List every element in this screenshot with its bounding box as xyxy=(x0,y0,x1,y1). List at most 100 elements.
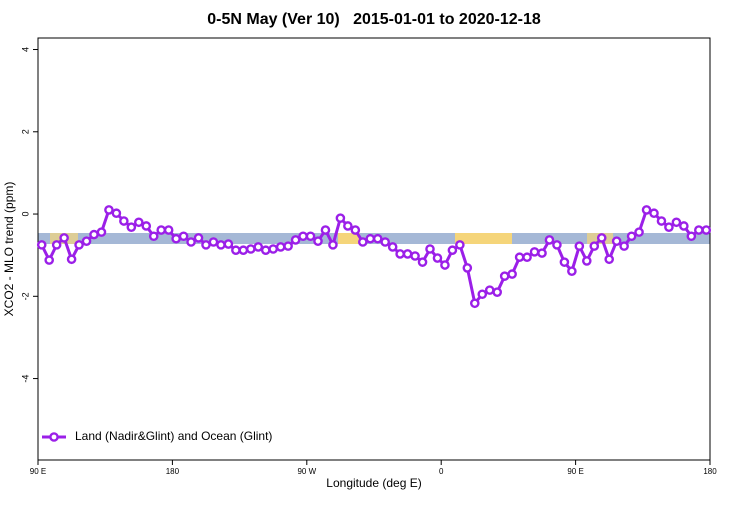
data-point xyxy=(313,236,323,246)
data-point xyxy=(186,237,196,247)
data-point xyxy=(694,225,704,235)
data-point xyxy=(626,231,637,242)
data-point xyxy=(596,233,607,243)
data-point xyxy=(664,222,674,233)
y-tick-label: -2 xyxy=(20,292,30,300)
data-point xyxy=(59,233,69,243)
data-point xyxy=(410,251,420,261)
data-point xyxy=(320,225,331,235)
y-tick-label: -4 xyxy=(20,375,30,383)
data-point xyxy=(552,240,562,250)
data-point xyxy=(283,241,293,251)
data-point xyxy=(111,208,122,219)
legend-marker xyxy=(49,432,59,442)
x-tick-label: 90 E xyxy=(30,467,46,476)
data-point xyxy=(402,249,413,259)
data-point xyxy=(447,245,458,256)
data-point xyxy=(178,231,189,242)
x-tick-label: 90 W xyxy=(297,467,316,476)
x-tick-label: 180 xyxy=(703,467,717,476)
data-point xyxy=(395,249,405,259)
data-point xyxy=(425,244,435,254)
data-point xyxy=(66,254,77,265)
data-point xyxy=(582,256,592,266)
data-point xyxy=(574,241,585,251)
data-point xyxy=(216,240,226,250)
data-point xyxy=(298,231,308,242)
data-point xyxy=(380,237,391,247)
data-point xyxy=(148,231,159,242)
data-point xyxy=(238,245,249,256)
data-point xyxy=(328,240,338,250)
data-point xyxy=(96,227,107,237)
data-point xyxy=(51,240,62,250)
data-point xyxy=(350,225,361,235)
data-point xyxy=(679,221,689,231)
data-point xyxy=(104,205,114,215)
data-point xyxy=(455,240,465,250)
data-point xyxy=(260,245,271,256)
data-point xyxy=(589,241,600,251)
data-point xyxy=(357,237,368,247)
data-point xyxy=(656,216,667,226)
data-point xyxy=(440,260,450,270)
data-point xyxy=(387,242,398,252)
data-point xyxy=(417,257,428,267)
data-point xyxy=(126,222,137,233)
y-tick-label: 0 xyxy=(20,212,30,217)
data-point xyxy=(305,231,316,242)
data-point xyxy=(268,244,279,254)
chart-title: 0-5N May (Ver 10) 2015-01-01 to 2020-12-… xyxy=(207,11,541,28)
data-point xyxy=(641,205,652,215)
data-point xyxy=(44,255,55,265)
data-point xyxy=(275,242,286,252)
data-point xyxy=(81,236,92,246)
data-point xyxy=(469,298,480,309)
data-point xyxy=(372,233,383,244)
data-point xyxy=(544,235,555,245)
data-point xyxy=(208,237,219,247)
data-point xyxy=(290,235,301,245)
y-tick-label: 2 xyxy=(20,129,30,134)
data-point xyxy=(686,231,697,242)
y-tick-label: 4 xyxy=(20,47,30,52)
x-tick-label: 180 xyxy=(166,467,180,476)
data-point xyxy=(462,263,473,273)
data-point xyxy=(499,271,510,281)
data-point xyxy=(231,245,241,256)
data-point xyxy=(634,227,644,237)
x-axis-label: Longitude (deg E) xyxy=(326,476,421,490)
data-point xyxy=(171,233,181,244)
data-point xyxy=(335,213,346,223)
data-point xyxy=(492,287,503,297)
y-axis-label: XCO2 - MLO trend (ppm) xyxy=(2,182,16,317)
data-point xyxy=(245,244,256,254)
data-point xyxy=(537,248,547,258)
data-point xyxy=(559,257,570,267)
data-point xyxy=(649,208,659,219)
data-point xyxy=(507,269,517,279)
data-point xyxy=(611,236,622,246)
data-point xyxy=(253,242,264,252)
data-point xyxy=(619,241,629,251)
legend-label: Land (Nadir&Glint) and Ocean (Glint) xyxy=(75,429,272,443)
data-point xyxy=(477,289,488,300)
data-point xyxy=(432,253,443,263)
data-point xyxy=(156,225,166,235)
data-point xyxy=(133,217,144,228)
data-point xyxy=(163,225,174,235)
data-point xyxy=(701,225,712,235)
data-point xyxy=(567,266,577,277)
x-tick-label: 0 xyxy=(439,467,444,476)
x-tick-label: 90 E xyxy=(567,467,583,476)
data-point xyxy=(36,240,47,250)
land-band xyxy=(338,233,360,244)
data-point xyxy=(343,221,353,231)
data-point xyxy=(223,239,234,249)
data-point xyxy=(119,216,129,226)
data-point xyxy=(89,229,99,240)
data-point xyxy=(365,233,376,244)
data-point xyxy=(529,247,540,257)
